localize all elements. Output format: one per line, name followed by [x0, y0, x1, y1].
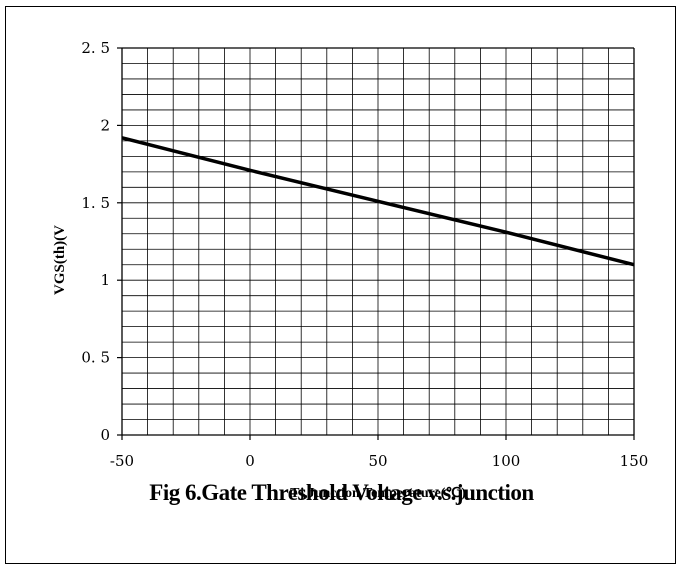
x-tick-label: 0 [245, 452, 255, 470]
y-tick-label: 1. 5 [81, 194, 110, 212]
series-line [121, 136, 635, 267]
tick-labels: 00. 511. 522. 5-50 0 50 100 150 [81, 39, 648, 470]
x-tick-label: 100 [492, 452, 521, 470]
x-tick-label: -50 [110, 452, 134, 470]
y-tick-label: 1 [100, 271, 110, 289]
y-tick-label: 0. 5 [81, 349, 110, 367]
x-tick-label: 50 [368, 452, 387, 470]
y-tick-label: 2. 5 [81, 39, 110, 57]
x-tick-label: 150 [620, 452, 649, 470]
figure-frame [5, 6, 676, 564]
y-axis-label: VGS(th)(V [52, 225, 68, 295]
y-tick-label: 0 [100, 426, 110, 444]
figure-caption: Fig 6.Gate Threshold Voltage v.s.junctio… [149, 480, 534, 505]
grid [117, 47, 635, 440]
series-layer [121, 136, 635, 267]
y-tick-label: 2 [100, 116, 110, 134]
x-axis-label: Tj,Junction Temperature(℃) [290, 486, 466, 501]
